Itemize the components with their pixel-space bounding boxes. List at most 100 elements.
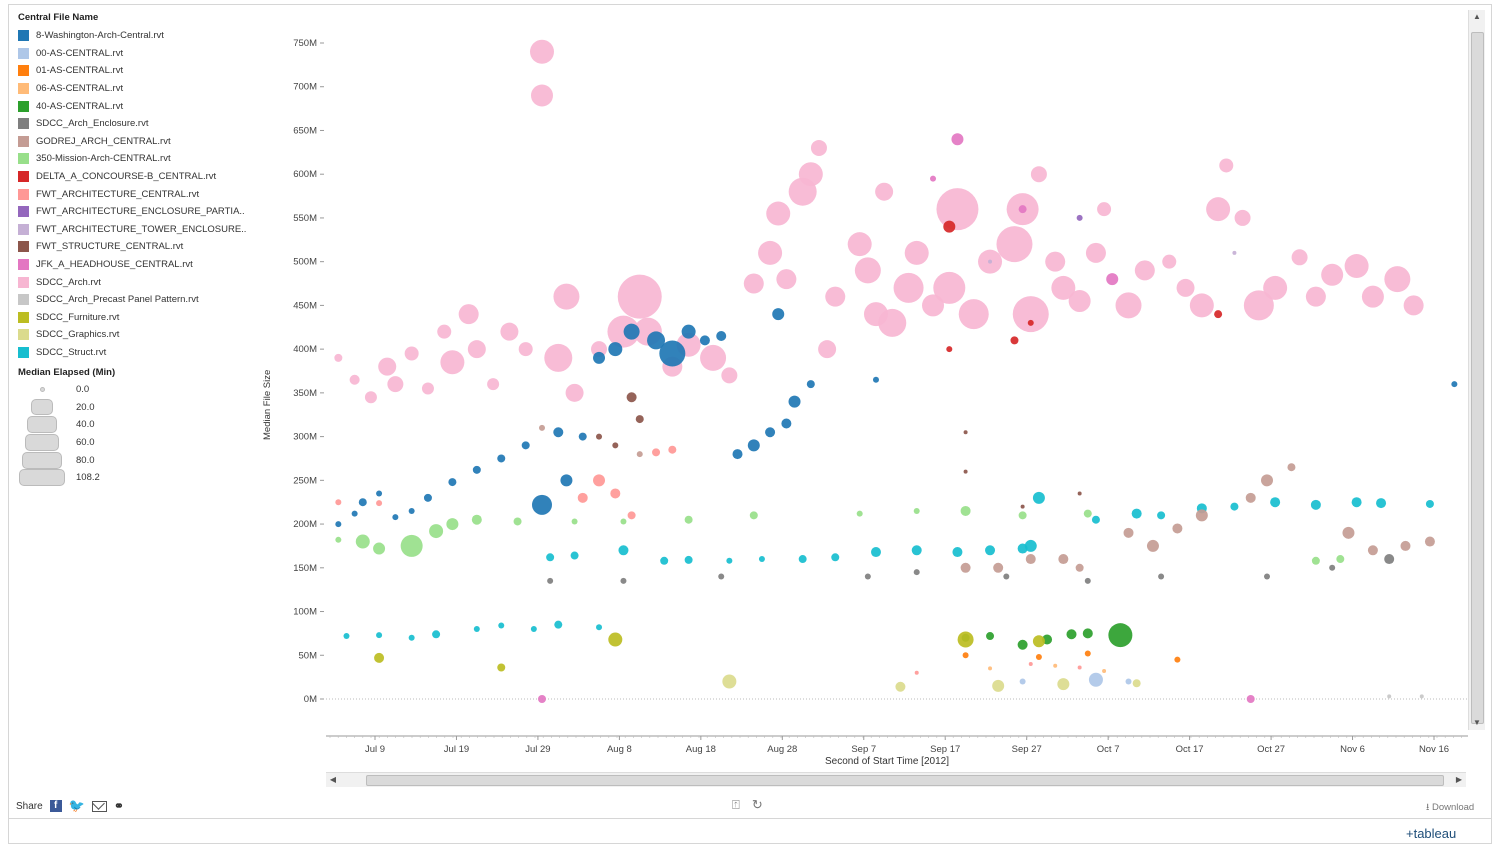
data-point (408, 507, 415, 514)
data-point (1195, 509, 1208, 522)
y-axis-label: Median File Size (262, 369, 273, 440)
scroll-left-arrow-icon[interactable]: ◀ (329, 775, 337, 784)
legend-item[interactable]: DELTA_A_CONCOURSE-B_CENTRAL.rvt (18, 168, 268, 186)
y-tick-label: 200M (293, 519, 317, 530)
scroll-right-arrow-icon[interactable]: ▶ (1455, 775, 1463, 784)
data-point (607, 315, 640, 348)
data-point (421, 382, 434, 395)
data-point (878, 308, 907, 337)
data-point (1025, 554, 1036, 565)
download-button[interactable]: ⭳ Download (1426, 802, 1475, 813)
size-legend-item: 40.0 (18, 416, 168, 434)
data-point (1084, 577, 1091, 584)
data-point (1106, 273, 1119, 286)
legend-item[interactable]: 350-Mission-Arch-CENTRAL.rvt (18, 150, 268, 168)
legend-swatch (18, 30, 29, 42)
data-point (781, 418, 792, 429)
data-point (521, 441, 530, 450)
legend-item[interactable]: FWT_ARCHITECTURE_TOWER_ENCLOSURE.. (18, 221, 268, 239)
legend-item[interactable]: 01-AS-CENTRAL.rvt (18, 62, 268, 80)
data-point (1270, 497, 1281, 508)
data-point (1115, 292, 1142, 319)
vertical-scroll-thumb[interactable] (1471, 32, 1484, 724)
data-point (1010, 336, 1019, 345)
size-legend-shape-wrap (18, 434, 66, 452)
scroll-up-arrow-icon[interactable]: ▲ (1473, 12, 1481, 21)
data-point (513, 517, 522, 526)
y-tick-label: 50M (299, 650, 318, 661)
data-point (647, 331, 666, 350)
data-point (518, 342, 533, 357)
x-tick-label: Oct 7 (1097, 744, 1120, 755)
legend-item[interactable]: SDCC_Arch_Precast Panel Pattern.rvt (18, 291, 268, 309)
legend-item[interactable]: 00-AS-CENTRAL.rvt (18, 45, 268, 63)
legend-item[interactable]: SDCC_Arch.rvt (18, 273, 268, 291)
legend-item[interactable]: FWT_ARCHITECTURE_ENCLOSURE_PARTIA.. (18, 203, 268, 221)
legend-item[interactable]: GODREJ_ARCH_CENTRAL.rvt (18, 133, 268, 151)
legend-item[interactable]: SDCC_Struct.rvt (18, 344, 268, 362)
share-export-icon[interactable]: ⍐ (732, 797, 740, 812)
data-point (660, 556, 669, 565)
vertical-scrollbar[interactable]: ▲ ▼ (1468, 10, 1485, 730)
tableau-logo-text: +tableau (1406, 826, 1457, 841)
scatter-plot[interactable]: 0M 50M 100M 150M 200M 250M 300M 350M 400M 450M 500… (280, 8, 1468, 768)
data-point (870, 547, 881, 558)
data-point (716, 331, 727, 342)
data-point (618, 545, 629, 556)
data-point (1032, 635, 1045, 648)
data-point (440, 350, 465, 375)
size-legend-label: 60.0 (76, 437, 95, 449)
data-point (1419, 694, 1424, 699)
download-label: Download (1431, 802, 1475, 813)
data-point (951, 133, 964, 146)
horizontal-scrollbar[interactable]: ◀ ▶ (326, 772, 1466, 787)
legend-item[interactable]: SDCC_Graphics.rvt (18, 326, 268, 344)
y-tick-label: 150M (293, 563, 317, 574)
data-point (1024, 539, 1037, 552)
legend-item[interactable]: JFK_A_HEADHOUSE_CENTRAL.rvt (18, 256, 268, 274)
data-point (498, 622, 505, 629)
y-tick-label: 700M (293, 82, 317, 93)
data-point (988, 259, 993, 264)
data-point (1068, 290, 1091, 313)
data-point (1158, 573, 1165, 580)
data-point (530, 626, 537, 633)
legend-item[interactable]: 40-AS-CENTRAL.rvt (18, 97, 268, 115)
data-point (1219, 158, 1234, 173)
legend-item[interactable]: FWT_STRUCTURE_CENTRAL.rvt (18, 238, 268, 256)
legend-item[interactable]: 8-Washington-Arch-Central.rvt (18, 27, 268, 45)
horizontal-scroll-thumb[interactable] (366, 775, 1444, 786)
revert-icon[interactable]: ↻ (751, 797, 763, 812)
twitter-icon[interactable]: 🐦 (68, 798, 85, 813)
data-point (810, 139, 827, 156)
legend-item[interactable]: FWT_ARCHITECTURE_CENTRAL.rvt (18, 185, 268, 203)
scroll-down-arrow-icon[interactable]: ▼ (1473, 718, 1481, 727)
data-point (472, 465, 481, 474)
dashboard-frame (8, 4, 1492, 844)
data-point (577, 492, 588, 503)
tableau-logo[interactable]: +tableau (1406, 826, 1456, 841)
data-point (1058, 554, 1069, 565)
legend-item[interactable]: SDCC_Furniture.rvt (18, 309, 268, 327)
data-point (1076, 214, 1083, 221)
size-legend-shape (19, 469, 65, 487)
legend-swatch (18, 65, 29, 77)
data-point (765, 427, 776, 438)
legend-item[interactable]: SDCC_Arch_Enclosure.rvt (18, 115, 268, 133)
data-point (798, 555, 807, 564)
data-point (1035, 654, 1042, 661)
legend-swatch (18, 346, 29, 358)
link-icon[interactable]: ⚭ (113, 799, 124, 813)
data-point (962, 652, 969, 659)
legend-label: SDCC_Arch_Precast Panel Pattern.rvt (36, 294, 199, 306)
size-legend-shape (25, 434, 59, 452)
data-point (1003, 573, 1010, 580)
y-tick-label: 450M (293, 300, 317, 311)
data-point (1018, 205, 1027, 214)
size-legend-item: 0.0 (18, 381, 168, 399)
legend-item[interactable]: 06-AS-CENTRAL.rvt (18, 80, 268, 98)
legend-label: DELTA_A_CONCOURSE-B_CENTRAL.rvt (36, 171, 217, 183)
data-point (623, 323, 640, 340)
facebook-icon[interactable]: f (49, 800, 62, 812)
email-icon[interactable] (91, 800, 107, 812)
